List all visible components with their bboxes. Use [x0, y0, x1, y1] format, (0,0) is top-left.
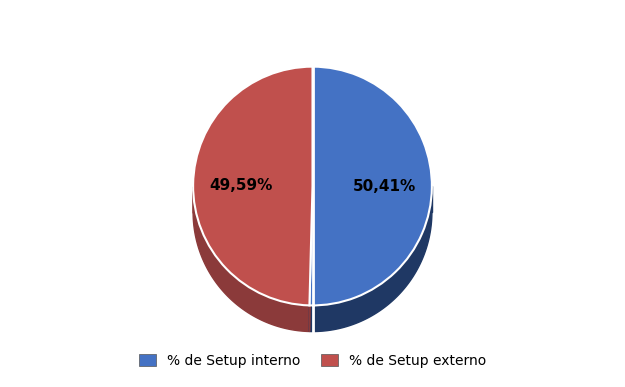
Polygon shape — [309, 186, 312, 332]
Polygon shape — [193, 187, 309, 332]
Polygon shape — [193, 186, 312, 213]
Polygon shape — [312, 186, 432, 212]
Polygon shape — [309, 186, 312, 332]
Polygon shape — [309, 186, 312, 332]
Text: 49,59%: 49,59% — [209, 178, 272, 193]
Wedge shape — [309, 67, 432, 305]
Polygon shape — [309, 186, 312, 332]
Polygon shape — [309, 186, 432, 332]
Wedge shape — [193, 67, 312, 305]
Legend: % de Setup interno, % de Setup externo: % de Setup interno, % de Setup externo — [134, 348, 492, 373]
Text: 50,41%: 50,41% — [352, 180, 416, 194]
